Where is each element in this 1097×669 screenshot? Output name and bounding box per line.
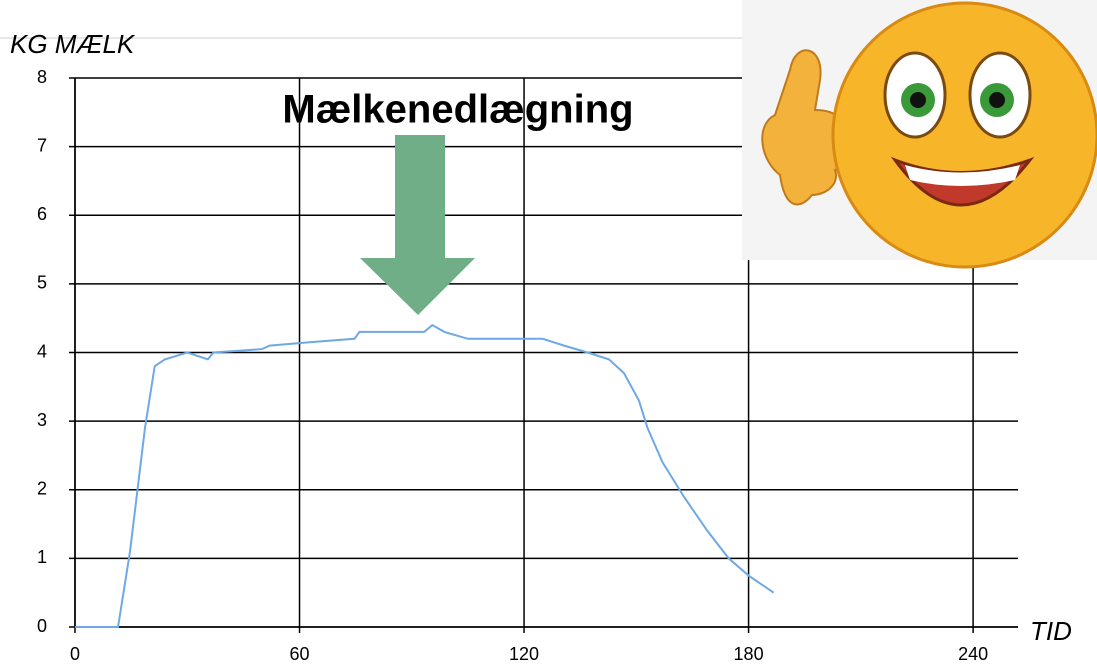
x-tick-label: 240 (958, 644, 988, 664)
y-tick-label: 1 (37, 547, 47, 567)
x-tick-label: 180 (734, 644, 764, 664)
x-tick-label: 120 (509, 644, 539, 664)
pupil (910, 92, 926, 108)
chart-title: Mælkenedlægning (282, 88, 633, 132)
x-tick-label: 0 (70, 644, 80, 664)
y-tick-label: 8 (37, 67, 47, 87)
y-tick-label: 0 (37, 616, 47, 636)
x-tick-label: 60 (290, 644, 310, 664)
y-tick-label: 3 (37, 410, 47, 430)
y-tick-label: 2 (37, 479, 47, 499)
y-tick-label: 4 (37, 341, 47, 361)
y-tick-label: 5 (37, 273, 47, 293)
chart: 0 1 2 3 4 5 6 7 8 0 60 120 180 240 KG MÆLK TID Mælken… (0, 0, 1097, 664)
smiley-image (742, 0, 1097, 267)
y-tick-label: 6 (37, 204, 47, 224)
y-tick-label: 7 (37, 135, 47, 155)
x-axis-label: TID (1030, 616, 1072, 646)
pupil (989, 92, 1005, 108)
face (833, 3, 1097, 267)
y-axis-label: KG MÆLK (10, 29, 136, 59)
